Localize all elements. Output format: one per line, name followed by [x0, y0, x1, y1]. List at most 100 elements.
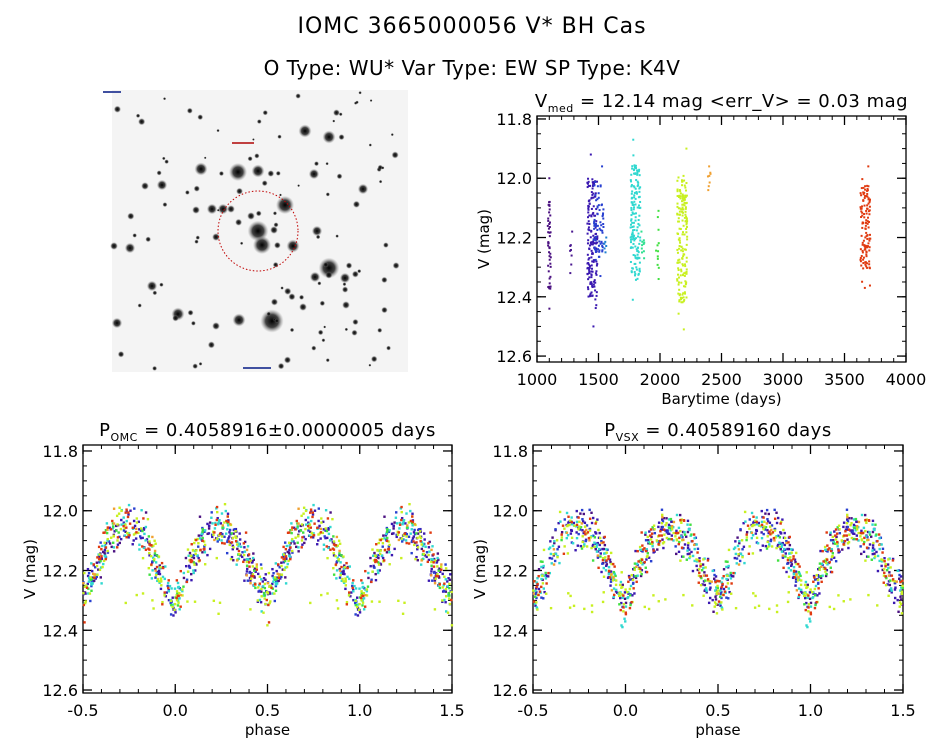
- data-point: [647, 607, 651, 611]
- data-point: [726, 566, 730, 569]
- data-point: [146, 517, 150, 521]
- data-point: [184, 556, 188, 560]
- data-point: [899, 598, 903, 601]
- star: [132, 233, 137, 238]
- data-point: [819, 574, 822, 578]
- data-point: [878, 537, 881, 540]
- data-point: [869, 535, 873, 538]
- data-point: [637, 567, 641, 570]
- data-point: [649, 538, 653, 541]
- data-point: [159, 587, 163, 591]
- data-point: [100, 557, 104, 561]
- data-point: [331, 517, 334, 521]
- data-point: [599, 185, 602, 188]
- data-point: [634, 254, 637, 257]
- data-point: [346, 566, 349, 570]
- data-point: [900, 590, 904, 593]
- data-point: [219, 522, 223, 525]
- data-point: [144, 511, 148, 514]
- data-point: [408, 502, 411, 506]
- data-point: [836, 540, 839, 544]
- data-point: [734, 606, 738, 610]
- data-point: [275, 576, 279, 579]
- data-point: [95, 561, 99, 564]
- data-point: [767, 531, 770, 535]
- data-point: [181, 588, 184, 591]
- data-point: [685, 215, 688, 218]
- data-point: [820, 580, 823, 584]
- data-point: [549, 285, 552, 288]
- data-point: [676, 202, 679, 205]
- data-point: [714, 595, 717, 598]
- data-point: [292, 540, 295, 543]
- data-point: [881, 568, 884, 572]
- y-tick-label: 12.2: [492, 561, 528, 580]
- data-point: [302, 535, 306, 539]
- data-point: [448, 594, 451, 597]
- data-point: [826, 550, 829, 553]
- data-point: [683, 263, 686, 266]
- data-point: [683, 291, 686, 294]
- data-point: [868, 260, 871, 263]
- data-point: [643, 241, 646, 244]
- data-point: [707, 189, 710, 192]
- data-point: [783, 536, 787, 540]
- data-point: [760, 531, 763, 534]
- data-point: [706, 559, 710, 562]
- data-point: [549, 606, 553, 610]
- data-point: [898, 605, 901, 608]
- data-point: [312, 534, 316, 537]
- data-point: [846, 528, 849, 531]
- data-point: [638, 261, 641, 264]
- data-point: [592, 205, 595, 208]
- data-point: [446, 585, 449, 588]
- data-point: [634, 256, 637, 259]
- data-point: [629, 260, 632, 263]
- data-point: [763, 520, 766, 523]
- data-point: [824, 561, 828, 565]
- data-point: [788, 543, 792, 547]
- data-point: [598, 240, 601, 243]
- data-point: [540, 596, 543, 599]
- data-point: [868, 246, 871, 249]
- data-point: [594, 248, 597, 251]
- data-point: [109, 536, 113, 539]
- data-point: [570, 516, 573, 519]
- data-point: [736, 536, 739, 539]
- data-point: [185, 580, 189, 584]
- star: [298, 124, 312, 138]
- data-point: [282, 555, 285, 558]
- data-point: [213, 527, 217, 530]
- data-point: [575, 509, 578, 513]
- data-point: [156, 570, 159, 574]
- data-point: [338, 553, 341, 557]
- data-point: [365, 589, 369, 593]
- data-point: [142, 528, 146, 531]
- data-point: [630, 208, 633, 211]
- data-point: [774, 536, 777, 539]
- data-point: [676, 195, 679, 198]
- data-point: [120, 509, 123, 513]
- data-point: [787, 591, 790, 594]
- data-point: [640, 572, 643, 576]
- data-point: [632, 581, 635, 585]
- data-point: [339, 572, 343, 575]
- data-point: [818, 568, 821, 572]
- data-point: [411, 519, 415, 522]
- data-point: [865, 231, 868, 234]
- data-point: [582, 545, 585, 548]
- data-point: [410, 528, 413, 531]
- data-point: [588, 265, 591, 268]
- data-point: [638, 214, 641, 217]
- data-point: [84, 600, 88, 603]
- data-point: [215, 518, 219, 522]
- data-point: [682, 274, 685, 277]
- data-point: [866, 187, 869, 190]
- data-point: [589, 536, 592, 539]
- data-point: [317, 539, 320, 542]
- star: [352, 200, 361, 208]
- data-point: [589, 282, 592, 285]
- data-point: [696, 568, 699, 572]
- data-point: [148, 573, 151, 576]
- data-point: [278, 573, 281, 576]
